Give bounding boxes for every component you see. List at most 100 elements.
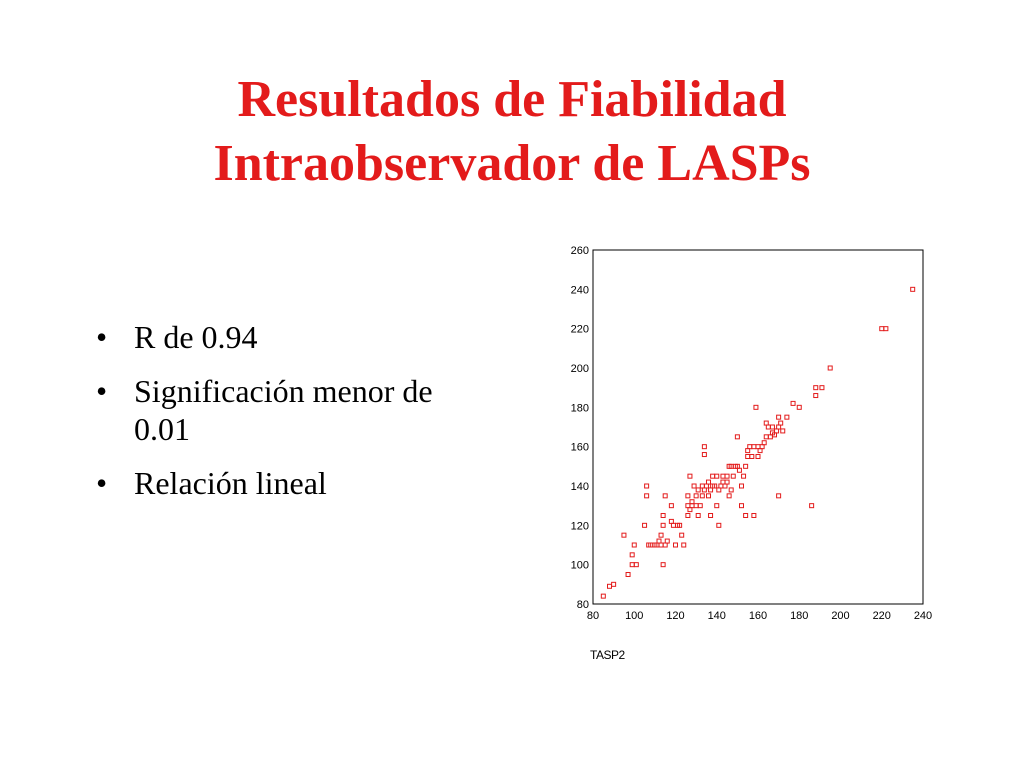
scatter-point: [685, 493, 691, 499]
scatter-point: [716, 522, 722, 528]
bullet-list: • R de 0.94 • Significación menor de 0.0…: [96, 318, 476, 518]
scatter-point: [776, 414, 782, 420]
y-tick-label: 260: [571, 245, 589, 257]
scatter-point: [621, 532, 627, 538]
x-tick-label: 160: [749, 610, 767, 622]
bullet-dot-icon: •: [96, 373, 108, 409]
scatter-point: [730, 473, 736, 479]
scatter-point: [668, 503, 674, 509]
scatter-point: [681, 542, 687, 548]
scatter-point: [759, 444, 765, 450]
scatter-point: [724, 479, 730, 485]
scatter-point: [734, 434, 740, 440]
scatter-point: [720, 479, 726, 485]
scatter-point: [753, 404, 759, 410]
scatter-point: [693, 503, 699, 509]
x-tick-label: 220: [873, 610, 891, 622]
scatter-point: [716, 487, 722, 493]
y-tick-label: 200: [571, 363, 589, 375]
scatter-point: [743, 513, 749, 518]
scatter-point: [693, 493, 699, 499]
bullet-dot-icon: •: [96, 465, 108, 501]
scatter-point: [883, 326, 889, 332]
x-axis-label: TASP2: [590, 648, 625, 662]
scatter-point: [910, 286, 916, 292]
scatter-point: [724, 473, 730, 479]
scatter-point: [819, 385, 825, 391]
scatter-point: [699, 483, 705, 489]
scatter-point: [633, 562, 639, 568]
y-tick-label: 180: [571, 402, 589, 414]
scatter-point: [673, 542, 678, 548]
scatter-point: [708, 513, 714, 518]
x-tick-label: 200: [831, 610, 849, 622]
scatter-point: [708, 487, 714, 493]
scatter-point: [662, 542, 668, 548]
scatter-point: [644, 483, 650, 489]
scatter-point: [687, 507, 693, 513]
scatter-point: [745, 448, 751, 454]
scatter-point: [699, 493, 705, 499]
scatter-point: [712, 483, 718, 489]
scatter-point: [689, 499, 695, 505]
scatter-point: [701, 487, 707, 493]
x-axis: 80 100 120 140 160 180 200 220 240: [587, 610, 932, 622]
scatter-point: [796, 404, 802, 410]
scatter-point: [695, 487, 701, 493]
scatter-point: [714, 473, 720, 479]
scatter-point: [879, 326, 885, 332]
scatter-point: [769, 424, 775, 430]
bullet-item: • R de 0.94: [96, 318, 476, 356]
bullet-text-r: R de 0.94: [134, 319, 258, 355]
scatter-point: [776, 424, 782, 430]
scatter-point: [697, 503, 703, 509]
scatter-point: [751, 444, 757, 450]
scatter-point: [714, 503, 720, 509]
y-tick-label: 120: [571, 520, 589, 532]
bullet-text-significance: Significación menor de 0.01: [134, 373, 433, 447]
scatter-point: [658, 542, 664, 548]
scatter-point: [670, 522, 676, 528]
scatter-point: [644, 493, 650, 499]
scatter-point: [726, 493, 732, 499]
scatter-point: [755, 444, 761, 450]
title-line-2: Intraobservador de LASPs: [213, 135, 811, 192]
scatter-point: [827, 365, 833, 371]
scatter-point: [736, 467, 742, 473]
scatter-point: [755, 454, 761, 459]
scatter-point: [778, 420, 784, 426]
scatter-point: [763, 420, 769, 426]
scatter-point: [691, 483, 697, 489]
scatter-points: [600, 286, 916, 599]
scatter-point: [739, 503, 744, 509]
scatter-point: [658, 532, 664, 538]
y-axis: 80 100 120 140 160 180 200 220 240 260: [571, 245, 589, 611]
scatter-point: [660, 522, 666, 528]
bullet-item: • Relación lineal: [96, 464, 476, 502]
scatter-point: [722, 483, 728, 489]
scatter-point: [763, 434, 769, 440]
scatter-point: [629, 562, 635, 568]
scatter-point: [751, 513, 757, 518]
scatter-point: [685, 513, 691, 518]
scatter-point: [780, 428, 786, 434]
scatter-point: [767, 434, 773, 440]
scatter-point: [607, 583, 612, 589]
x-tick-label: 120: [666, 610, 684, 622]
y-tick-label: 240: [571, 284, 589, 296]
scatter-point: [689, 503, 695, 509]
y-tick-label: 80: [577, 599, 589, 611]
scatter-point: [739, 483, 744, 489]
scatter-point: [679, 532, 685, 538]
x-tick-label: 180: [790, 610, 808, 622]
y-tick-label: 220: [571, 324, 589, 336]
scatter-point: [757, 448, 763, 454]
y-tick-label: 100: [571, 560, 589, 572]
bullet-text-linear: Relación lineal: [134, 465, 327, 501]
scatter-point: [701, 452, 707, 458]
scatter-point: [741, 473, 747, 479]
scatter-point: [611, 581, 617, 587]
scatter-point: [790, 400, 796, 406]
scatter-point: [747, 444, 753, 450]
scatter-point: [710, 473, 716, 479]
